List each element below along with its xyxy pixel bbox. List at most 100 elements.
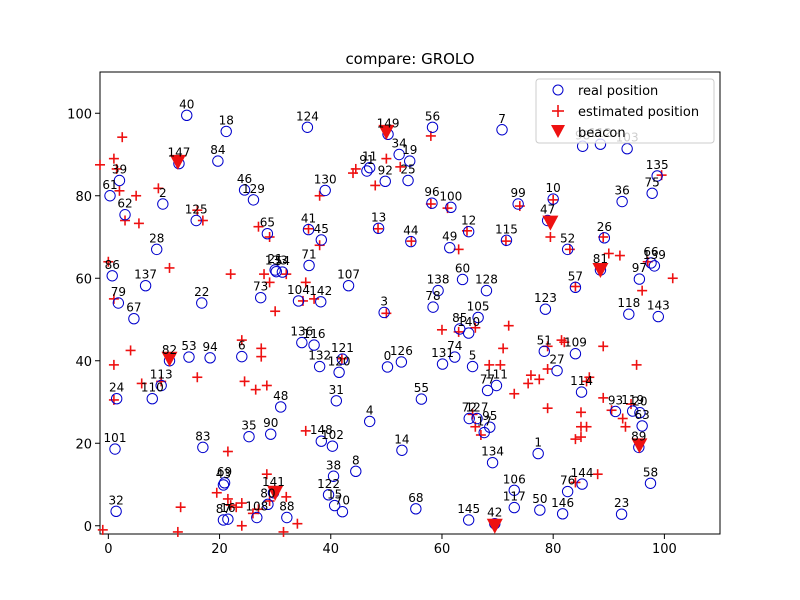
real-point: [296, 336, 308, 349]
node-label: 96: [424, 185, 439, 199]
estimated-point: [114, 185, 125, 196]
node-label: 99: [511, 186, 526, 200]
real-point: [190, 214, 202, 227]
real-point: [303, 259, 315, 272]
real-point: [648, 260, 661, 272]
node-label: 60: [455, 261, 470, 275]
node-label: 12: [461, 214, 476, 228]
real-point: [319, 184, 331, 197]
node-label: 126: [390, 344, 413, 358]
node-label: 94: [202, 340, 217, 354]
estimated-point: [584, 372, 595, 383]
node-label: 35: [241, 419, 256, 433]
y-tick-label: 100: [67, 107, 92, 122]
real-point: [243, 430, 255, 443]
node-label: 45: [314, 222, 329, 236]
real-point: [336, 506, 349, 518]
real-point: [313, 360, 326, 373]
estimated-point: [350, 163, 361, 174]
node-label: 107: [337, 268, 360, 282]
real-point: [301, 121, 314, 133]
chart-title: compare: GROLO: [345, 50, 474, 68]
real-point: [308, 339, 320, 351]
real-point: [480, 284, 493, 297]
node-label: 100: [439, 189, 462, 203]
y-tick-label: 40: [75, 355, 92, 370]
estimated-point: [192, 205, 203, 216]
estimated-point: [239, 376, 250, 387]
estimated-point: [153, 183, 164, 194]
real-point: [539, 303, 552, 315]
estimated-point: [164, 262, 175, 273]
node-label: 108: [245, 500, 268, 514]
node-label: 149: [377, 116, 400, 130]
node-label: 116: [303, 327, 326, 341]
real-point: [633, 273, 646, 285]
estimated-point: [545, 232, 556, 242]
real-point: [247, 194, 260, 206]
node-label: 125: [185, 203, 208, 217]
node-label: 124: [296, 109, 319, 123]
real-point: [363, 415, 376, 428]
real-point: [616, 195, 628, 208]
real-point: [575, 386, 588, 398]
real-point: [157, 198, 169, 210]
real-point: [532, 447, 544, 460]
real-point: [113, 174, 126, 187]
node-label: 136: [290, 325, 313, 339]
x-tick-label: 20: [211, 542, 228, 557]
beacon-marker: [267, 485, 284, 501]
estimated-point: [592, 469, 603, 480]
node-label: 52: [560, 231, 575, 245]
real-point: [197, 441, 209, 454]
estimated-point: [484, 359, 495, 370]
node-label: 16: [220, 501, 235, 515]
node-label: 22: [194, 285, 209, 299]
node-label: 7: [498, 112, 506, 126]
node-label: 123: [534, 291, 557, 305]
estimated-point: [256, 351, 267, 362]
estimated-point: [667, 273, 678, 284]
node-label: 21: [268, 252, 283, 266]
real-point: [556, 508, 569, 520]
node-label: 131: [431, 346, 454, 360]
node-label: 148: [310, 423, 333, 437]
node-label: 41: [301, 212, 316, 226]
node-label: 142: [309, 284, 332, 298]
estimated-point: [264, 277, 275, 288]
real-point: [281, 511, 293, 524]
real-point: [139, 279, 152, 292]
node-label: 83: [195, 429, 210, 443]
estimated-point: [575, 407, 586, 418]
node-label: 95: [482, 409, 497, 423]
estimated-point: [125, 345, 136, 356]
real-point: [104, 190, 116, 202]
node-label: 109: [564, 336, 587, 350]
real-point: [112, 297, 125, 309]
real-point: [363, 162, 376, 174]
node-label: 73: [253, 280, 268, 294]
node-label: 82: [162, 343, 177, 357]
real-point: [444, 242, 456, 254]
node-label: 47: [540, 203, 555, 217]
real-point: [547, 193, 559, 205]
node-label: 105: [467, 299, 490, 313]
node-label: 69: [217, 465, 232, 479]
y-tick-label: 20: [75, 437, 92, 452]
node-label: 102: [321, 428, 344, 442]
node-label: 13: [371, 210, 386, 224]
node-label: 91: [359, 153, 374, 167]
real-point: [181, 109, 193, 122]
node-label: 10: [546, 181, 561, 195]
estimated-point: [281, 491, 292, 502]
node-label: 120: [328, 354, 351, 368]
real-point: [302, 223, 315, 236]
estimated-point: [373, 223, 384, 234]
real-point: [449, 351, 461, 363]
estimated-point: [136, 378, 147, 389]
estimated-point: [225, 269, 236, 280]
real-point: [155, 379, 167, 392]
real-point: [609, 405, 622, 418]
estimated-point: [509, 388, 520, 399]
real-point: [623, 308, 635, 320]
